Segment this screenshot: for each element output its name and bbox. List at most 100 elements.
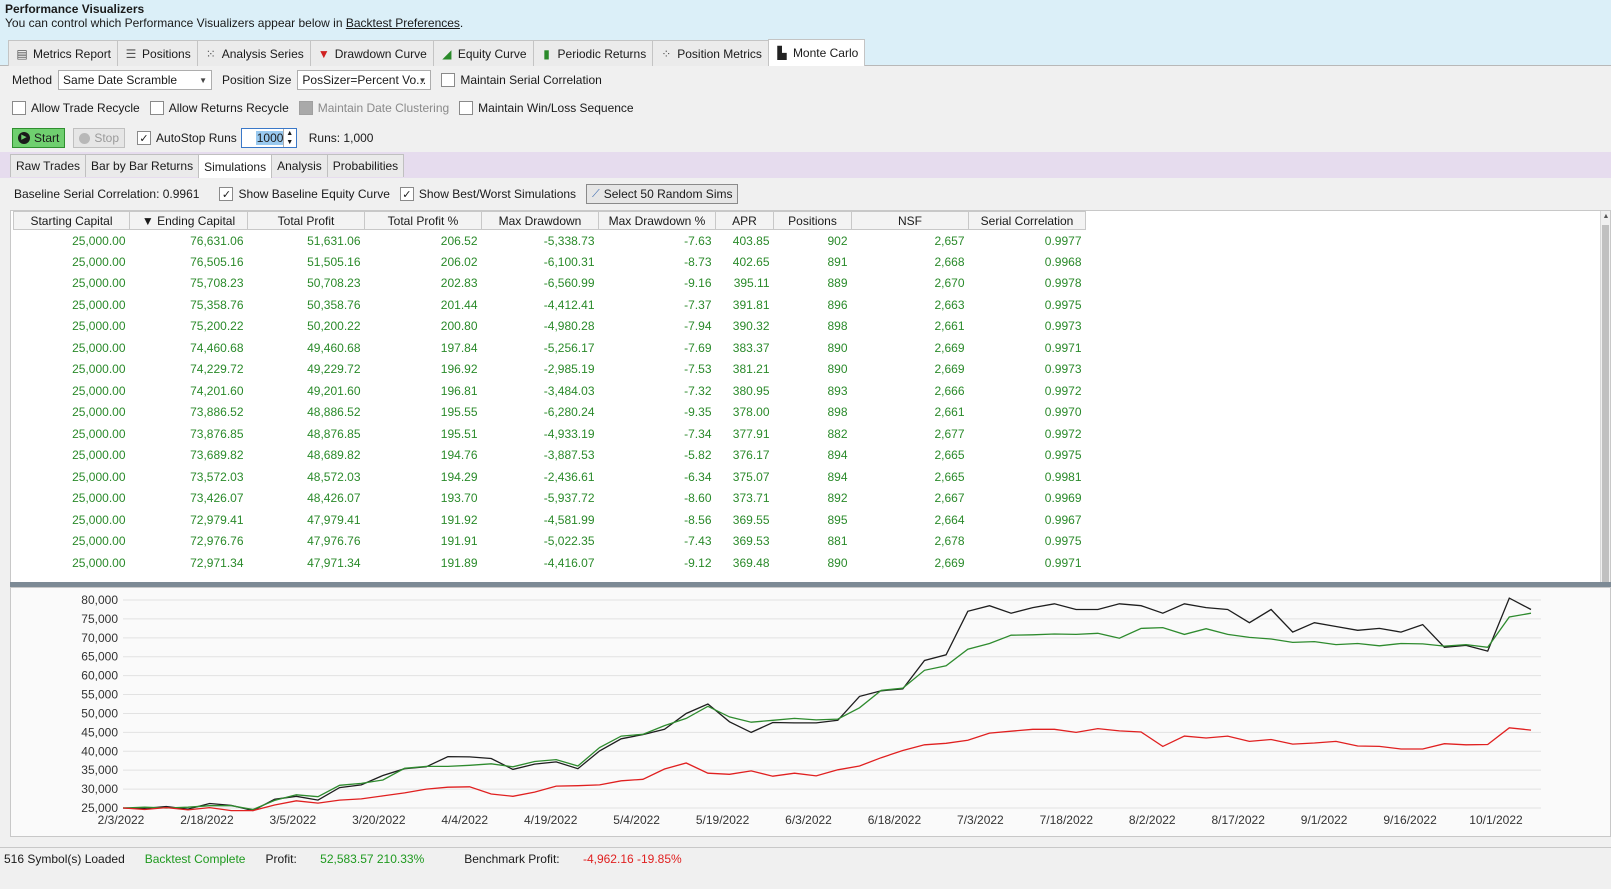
tab-probabilities[interactable]: Probabilities <box>326 154 405 177</box>
tab-position-metrics[interactable]: ⁘ Position Metrics <box>652 40 769 66</box>
chevron-down-icon: ▼ <box>418 75 427 85</box>
column-header[interactable]: Total Profit <box>247 211 365 230</box>
autostop-option[interactable]: ✓ AutoStop Runs <box>137 131 237 145</box>
column-header[interactable]: Positions <box>773 211 852 230</box>
table-cell: 47,979.41 <box>307 512 361 527</box>
x-tick-label: 7/18/2022 <box>1040 813 1094 827</box>
position-size-select[interactable]: PosSizer=Percent Vo... ▼ <box>297 70 432 90</box>
table-cell: 2,665 <box>934 448 965 463</box>
autostop-runs-stepper[interactable]: 1000 ▲ ▼ <box>240 128 297 148</box>
column-label: APR <box>732 213 757 228</box>
table-row[interactable]: 25,000.00 75,358.76 50,358.76 201.44 -4,412.… <box>14 294 1086 316</box>
table-row[interactable]: 25,000.00 75,200.22 50,200.22 200.80 -4,980.… <box>14 316 1086 338</box>
scroll-up-icon[interactable]: ▲ <box>1602 213 1610 220</box>
tab-label: Metrics Report <box>33 46 112 61</box>
stepper-arrows[interactable]: ▲ ▼ <box>282 129 296 147</box>
tab-label: Position Metrics <box>677 46 762 61</box>
maintain-win-loss-option[interactable]: Maintain Win/Loss Sequence <box>459 101 634 115</box>
table-cell: 25,000.00 <box>72 469 126 484</box>
table-row[interactable]: 25,000.00 76,631.06 51,631.06 206.52 -5,338.… <box>14 230 1086 252</box>
table-cell: 0.9981 <box>1044 469 1082 484</box>
column-header[interactable]: APR <box>715 211 774 230</box>
table-cell: 197.84 <box>440 340 478 355</box>
tab-analysis[interactable]: Analysis <box>271 154 328 177</box>
table-row[interactable]: 25,000.00 72,971.34 47,971.34 191.89 -4,416.… <box>14 552 1086 574</box>
tab-bar-by-bar-returns[interactable]: Bar by Bar Returns <box>85 154 200 177</box>
allow-trade-recycle-option[interactable]: Allow Trade Recycle <box>12 101 140 115</box>
table-cell: 0.9968 <box>1044 254 1082 269</box>
table-row[interactable]: 25,000.00 73,426.07 48,426.07 193.70 -5,937.… <box>14 488 1086 510</box>
table-cell: 395.11 <box>733 276 770 291</box>
show-baseline-checkbox[interactable]: ✓ <box>219 187 234 201</box>
table-row[interactable]: 25,000.00 74,229.72 49,229.72 196.92 -2,985.… <box>14 359 1086 381</box>
column-header[interactable]: Total Profit % <box>364 211 482 230</box>
tab-monte-carlo[interactable]: ▙ Monte Carlo <box>767 39 866 66</box>
table-cell: 895 <box>827 512 848 527</box>
tab-positions[interactable]: ☰ Positions <box>117 40 198 66</box>
tab-raw-trades[interactable]: Raw Trades <box>10 154 87 177</box>
table-cell: -6,280.24 <box>543 405 595 420</box>
show-best-worst-checkbox[interactable]: ✓ <box>399 187 414 201</box>
allow-returns-recycle-checkbox[interactable] <box>149 101 164 115</box>
table-cell: 49,229.72 <box>307 362 361 377</box>
maintain-win-loss-checkbox[interactable] <box>459 101 474 115</box>
table-cell: -8.56 <box>684 512 712 527</box>
scrollbar-thumb[interactable] <box>1602 225 1609 631</box>
y-tick-label: 65,000 <box>81 650 118 664</box>
method-select[interactable]: Same Date Scramble ▼ <box>58 70 213 90</box>
tab-periodic-returns[interactable]: ▮ Periodic Returns <box>532 40 654 66</box>
tab-analysis-series[interactable]: ⁙ Analysis Series <box>196 40 311 66</box>
table-row[interactable]: 25,000.00 73,572.03 48,572.03 194.29 -2,436.… <box>14 466 1086 488</box>
table-row[interactable]: 25,000.00 74,201.60 49,201.60 196.81 -3,484.… <box>14 380 1086 402</box>
table-row[interactable]: 25,000.00 72,976.76 47,976.76 191.91 -5,022.… <box>14 531 1086 553</box>
table-cell: 0.9972 <box>1044 383 1082 398</box>
backtest-preferences-link[interactable]: Backtest Preferences <box>345 16 460 30</box>
select-random-sims-button[interactable]: ⟋ Select 50 Random Sims <box>586 184 739 204</box>
column-header[interactable]: Serial Correlation <box>968 211 1086 230</box>
table-cell: 49,201.60 <box>307 383 361 398</box>
table-cell: 2,665 <box>934 469 965 484</box>
allow-trade-recycle-checkbox[interactable] <box>12 101 26 115</box>
table-cell: 390.32 <box>732 319 770 334</box>
table-cell: 74,201.60 <box>190 383 244 398</box>
table-cell: 206.52 <box>440 233 478 248</box>
table-cell: 2,670 <box>934 276 965 291</box>
column-header[interactable]: NSF <box>851 211 969 230</box>
table-cell: 73,886.52 <box>190 405 244 420</box>
show-best-worst-option[interactable]: ✓ Show Best/Worst Simulations <box>399 187 576 201</box>
table-cell: 2,677 <box>934 426 965 441</box>
subtitle-suffix: . <box>459 16 464 30</box>
maintain-serial-correlation-checkbox[interactable] <box>441 73 456 87</box>
tab-drawdown-curve[interactable]: ▼ Drawdown Curve <box>309 40 434 66</box>
table-cell: 2,678 <box>934 534 965 549</box>
runs-count: Runs: 1,000 <box>308 131 374 145</box>
tab-metrics-report[interactable]: ▤ Metrics Report <box>8 40 119 66</box>
tab-simulations[interactable]: Simulations <box>198 154 273 178</box>
table-cell: 0.9969 <box>1044 491 1082 506</box>
column-header[interactable]: Max Drawdown <box>481 211 599 230</box>
autostop-checkbox[interactable]: ✓ <box>137 131 152 145</box>
allow-returns-recycle-option[interactable]: Allow Returns Recycle <box>149 101 289 115</box>
table-row[interactable]: 25,000.00 73,689.82 48,689.82 194.76 -3,887.… <box>14 445 1086 467</box>
show-baseline-option[interactable]: ✓ Show Baseline Equity Curve <box>219 187 390 201</box>
column-header[interactable]: Starting Capital <box>13 211 130 230</box>
maintain-serial-correlation-option[interactable]: Maintain Serial Correlation <box>441 73 602 87</box>
table-cell: 369.48 <box>732 555 770 570</box>
x-tick-label: 6/3/2022 <box>785 813 832 827</box>
tab-equity-curve[interactable]: ◢ Equity Curve <box>432 40 534 66</box>
table-row[interactable]: 25,000.00 76,505.16 51,505.16 206.02 -6,100.… <box>14 251 1086 273</box>
start-button[interactable]: ▶ Start <box>12 128 66 148</box>
table-cell: -6.34 <box>684 469 712 484</box>
table-cell: 0.9970 <box>1044 405 1082 420</box>
list-icon: ☰ <box>125 46 137 61</box>
table-cell: 0.9977 <box>1044 233 1082 248</box>
column-header[interactable]: ▼ Ending Capital <box>129 211 248 230</box>
table-row[interactable]: 25,000.00 73,886.52 48,886.52 195.55 -6,280.… <box>14 402 1086 424</box>
table-row[interactable]: 25,000.00 75,708.23 50,708.23 202.83 -6,560.… <box>14 273 1086 295</box>
table-row[interactable]: 25,000.00 73,876.85 48,876.85 195.51 -4,933.… <box>14 423 1086 445</box>
table-row[interactable]: 25,000.00 72,979.41 47,979.41 191.92 -4,581.… <box>14 509 1086 531</box>
splitter-handle[interactable] <box>10 582 1611 587</box>
table-row[interactable]: 25,000.00 74,460.68 49,460.68 197.84 -5,256.… <box>14 337 1086 359</box>
column-header[interactable]: Max Drawdown % <box>598 211 716 230</box>
stop-button[interactable]: Stop <box>73 128 126 148</box>
